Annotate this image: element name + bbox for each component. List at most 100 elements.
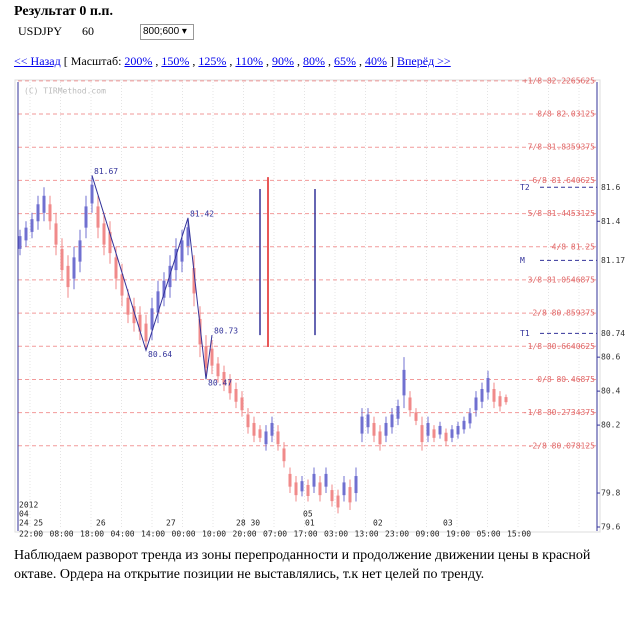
y-tick-label: 80.2 <box>601 421 620 430</box>
candle-body <box>84 206 88 228</box>
scale-link[interactable]: 40% <box>364 54 387 68</box>
size-select[interactable]: 800;600 ▾ <box>140 24 194 40</box>
candle-body <box>120 274 124 296</box>
day-label: 27 <box>166 519 176 528</box>
candle-body <box>42 195 46 213</box>
candle-body <box>306 484 310 497</box>
size-select-value: 800;600 <box>143 26 180 37</box>
candle-body <box>36 204 40 222</box>
level-label: 0/8 80.46875 <box>537 375 595 384</box>
candle-body <box>66 265 70 288</box>
symbol-row: USDJPY 60 <box>18 24 94 39</box>
level-label: 3/8 81.0546875 <box>528 275 596 284</box>
candle-body <box>444 432 448 442</box>
target-value: 80.74 <box>601 329 625 338</box>
zigzag-label: 81.42 <box>190 209 214 218</box>
scale-link[interactable]: 125% <box>198 54 227 68</box>
plot-frame <box>14 79 601 533</box>
forward-link[interactable]: Вперёд >> <box>396 54 451 68</box>
time-label: 22:00 <box>19 530 43 539</box>
time-label: 14:00 <box>141 530 165 539</box>
candle-body <box>498 396 502 407</box>
time-label: 23:00 <box>385 530 409 539</box>
candle-body <box>186 227 190 246</box>
symbol: USDJPY <box>18 24 63 38</box>
time-label: 00:00 <box>172 530 196 539</box>
candle-body <box>72 257 76 279</box>
candle-body <box>450 429 454 438</box>
level-label: 7/8 81.8359375 <box>528 143 596 152</box>
year: 2012 <box>19 501 38 510</box>
candle-body <box>132 306 136 324</box>
candle-body <box>372 422 376 436</box>
day-label: 02 <box>373 519 383 528</box>
scale-link[interactable]: 110% <box>235 54 263 68</box>
day-label: 24 25 <box>19 519 43 528</box>
target-bg <box>520 328 534 339</box>
candle-body <box>228 380 232 394</box>
scale-label: [ Масштаб: <box>63 54 122 68</box>
candle-body <box>282 448 286 462</box>
level-label: 5/8 81.4453125 <box>528 209 596 218</box>
candle-body <box>264 431 268 445</box>
time-label: 18:00 <box>80 530 104 539</box>
candle-body <box>60 248 64 271</box>
title: Результат 0 п.п. <box>14 4 113 19</box>
candle-body <box>294 482 298 496</box>
target-bg <box>520 255 534 266</box>
scale-link[interactable]: 200% <box>124 54 153 68</box>
target-value: 81.6 <box>601 183 620 192</box>
candle-body <box>312 473 316 487</box>
time-label: 03:00 <box>324 530 348 539</box>
candle-body <box>246 414 250 428</box>
candle-body <box>342 482 346 496</box>
candle-body <box>198 318 202 345</box>
y-tick-label: 80.6 <box>601 353 620 362</box>
close-bracket: ] <box>389 54 394 68</box>
y-tick-label: 79.8 <box>601 489 620 498</box>
candle-body <box>252 422 256 436</box>
candle-body <box>54 223 58 245</box>
candle-body <box>126 297 130 315</box>
candle-body <box>102 223 106 245</box>
time-label: 10:00 <box>202 530 226 539</box>
period: 60 <box>82 24 95 38</box>
zigzag-label: 80.64 <box>148 350 172 359</box>
candle-body <box>390 414 394 428</box>
candle-body <box>222 372 226 385</box>
candle-body <box>318 482 322 496</box>
scale-link[interactable]: 65% <box>333 54 356 68</box>
candle-body <box>402 369 406 396</box>
candle-body <box>210 348 214 366</box>
candle-body <box>138 314 142 332</box>
candle-body <box>18 236 22 249</box>
candle-body <box>108 231 112 254</box>
candle-body <box>90 184 94 204</box>
scale-link[interactable]: 90% <box>271 54 294 68</box>
time-label: 07:00 <box>263 530 287 539</box>
candle-body <box>474 397 478 411</box>
time-label: 17:00 <box>294 530 318 539</box>
time-label: 08:00 <box>50 530 74 539</box>
day-label: 03 <box>443 519 453 528</box>
level-label: 8/8 82.03125 <box>537 110 595 119</box>
candle-body <box>78 240 82 262</box>
candle-body <box>168 265 172 288</box>
level-label: 1/8 80.6640625 <box>528 342 596 351</box>
scale-link[interactable]: 150% <box>161 54 190 68</box>
time-label: 04:00 <box>111 530 135 539</box>
scale-link[interactable]: 80% <box>302 54 325 68</box>
candle-body <box>30 219 34 232</box>
candle-body <box>324 473 328 487</box>
candle-body <box>300 481 304 492</box>
back-link[interactable]: << Назад <box>14 54 61 68</box>
candle-body <box>258 429 262 438</box>
candle-body <box>336 495 340 508</box>
candle-body <box>270 422 274 436</box>
y-tick-label: 80.4 <box>601 387 620 396</box>
time-label: 05:00 <box>477 530 501 539</box>
target-bg <box>520 182 534 193</box>
time-label: 09:00 <box>416 530 440 539</box>
candle-body <box>156 291 160 313</box>
